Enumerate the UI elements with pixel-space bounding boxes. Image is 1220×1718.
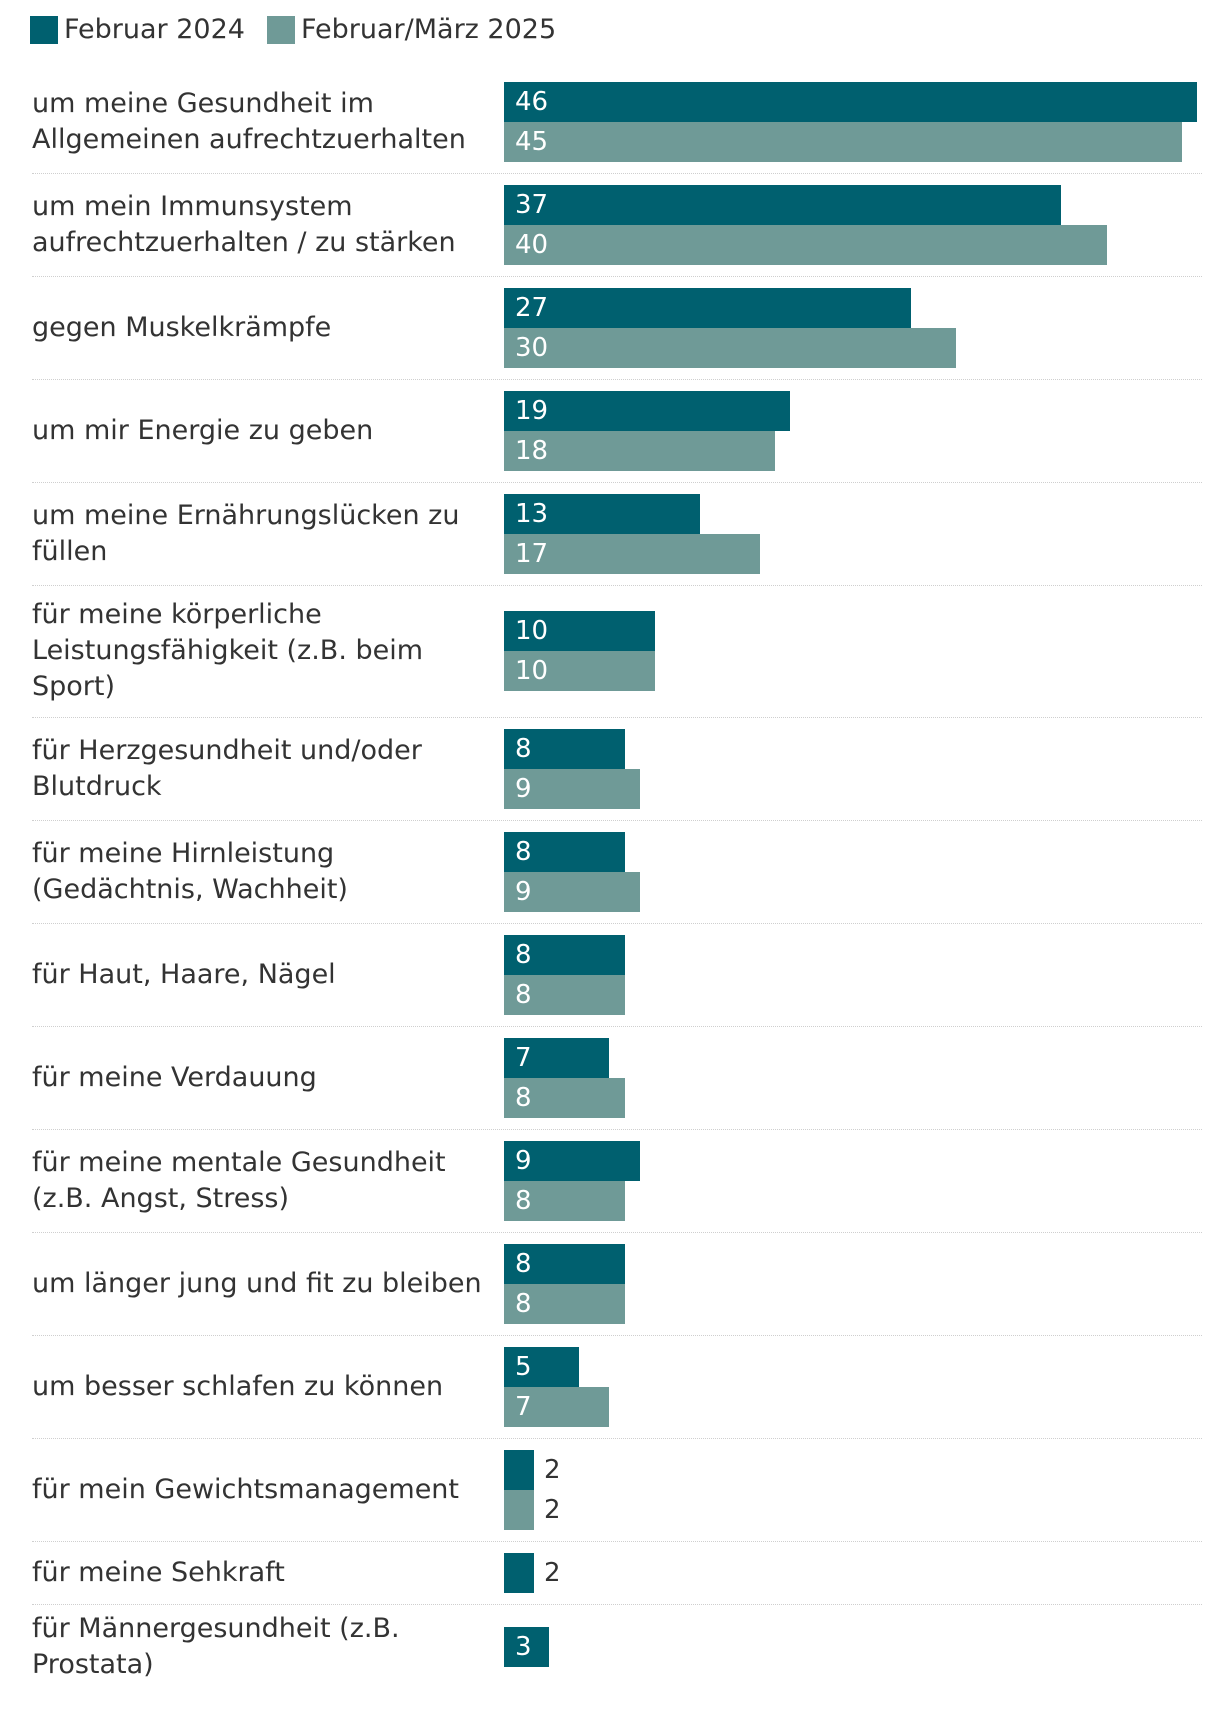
data-label: 13: [515, 498, 549, 529]
bar-2025: [504, 1283, 625, 1324]
bar-2025: [504, 871, 640, 912]
data-label: 40: [515, 229, 549, 260]
category-label: um besser schlafen zu können: [32, 1370, 444, 1402]
row-separator: [32, 820, 1202, 821]
bar-2024: [504, 287, 911, 328]
data-label: 17: [515, 538, 549, 569]
bar-2024: [504, 1552, 534, 1593]
category-label: für meine Hirnleistung (Gedächtnis, Wach…: [32, 837, 348, 905]
category-label: für Herzgesundheit und/oder Blutdruck: [32, 734, 422, 802]
bar-2024: [504, 934, 625, 975]
row-separator: [32, 173, 1202, 174]
bar-2024: [504, 81, 1197, 122]
data-label: 19: [515, 395, 549, 426]
row-separator: [32, 717, 1202, 718]
category-label: für meine Verdauung: [32, 1061, 317, 1093]
row-separator: [32, 1541, 1202, 1542]
category-label: für Haut, Haare, Nägel: [32, 958, 336, 990]
bar-2025: [504, 533, 760, 574]
category-label: um länger jung und fit zu bleiben: [32, 1267, 482, 1299]
data-label: 45: [515, 126, 549, 157]
data-label: 46: [515, 86, 549, 117]
data-label: 30: [515, 332, 549, 363]
bar-2024: [504, 1627, 549, 1667]
bar-2025: [504, 327, 956, 368]
category-label: für Männergesundheit (z.B. Prostata): [32, 1613, 400, 1680]
bar-2025: [504, 121, 1182, 162]
bar-2025: [504, 1077, 625, 1118]
data-label: 10: [515, 616, 549, 646]
row-separator: [32, 482, 1202, 483]
data-label: 37: [515, 189, 549, 220]
data-label: 8: [515, 979, 532, 1010]
row-separator: [32, 1129, 1202, 1130]
bar-2025: [504, 1489, 534, 1530]
bar-2025: [504, 651, 655, 691]
bar-2025: [504, 224, 1107, 265]
category-label: für mein Gewichtsmanagement: [32, 1473, 460, 1505]
row-separator: [32, 1335, 1202, 1336]
row-separator: [32, 1232, 1202, 1233]
data-label: 8: [515, 836, 532, 867]
row-separator: [32, 1438, 1202, 1439]
bar-2024: [504, 390, 790, 431]
category-label: gegen Muskelkrämpfe: [32, 311, 332, 343]
data-label: 7: [515, 1042, 532, 1073]
data-label: 2: [544, 1494, 561, 1525]
data-label: 2: [544, 1557, 561, 1588]
category-label: um mir Energie zu geben: [32, 414, 374, 446]
bar-2025: [504, 1180, 625, 1221]
legend-swatch-2025: [266, 15, 295, 44]
data-label: 9: [515, 1145, 532, 1176]
data-label: 8: [515, 1082, 532, 1113]
row-separator: [32, 585, 1202, 586]
bar-2024: [504, 1037, 609, 1078]
bar-2024: [504, 1243, 625, 1284]
legend-label-2024: Februar 2024: [64, 14, 245, 45]
data-label: 3: [515, 1632, 532, 1662]
category-label: um mein Immunsystem aufrechtzuerhalten /…: [32, 190, 456, 258]
row-separator: [32, 923, 1202, 924]
data-label: 8: [515, 1288, 532, 1319]
legend-item-2025: Februar/März 2025: [266, 14, 557, 45]
data-label: 8: [515, 1248, 532, 1279]
row-separator: [32, 276, 1202, 277]
data-label: 27: [515, 292, 549, 323]
bar-2024: [504, 1346, 579, 1387]
data-label: 8: [515, 733, 532, 764]
data-label: 8: [515, 939, 532, 970]
bar-2024: [504, 1140, 640, 1181]
data-label: 2: [544, 1454, 561, 1485]
legend-item-2024: Februar 2024: [30, 14, 245, 45]
row-separator: [32, 379, 1202, 380]
category-label: um meine Gesundheit im Allgemeinen aufre…: [32, 87, 466, 155]
row-separator: [32, 1026, 1202, 1027]
bar-2024: [504, 184, 1061, 225]
bar-2024: [504, 728, 625, 769]
category-label: um meine Ernährungslücken zu füllen: [32, 499, 460, 567]
bar-2025: [504, 768, 640, 809]
data-label: 5: [515, 1351, 532, 1382]
category-label: für meine körperliche Leistungsfähigkeit…: [32, 599, 424, 702]
bar-2024: [504, 831, 625, 872]
data-label: 9: [515, 773, 532, 804]
bar-2025: [504, 430, 775, 471]
data-label: 9: [515, 876, 532, 907]
category-label: für meine Sehkraft: [32, 1556, 285, 1588]
data-label: 18: [515, 435, 549, 466]
data-label: 8: [515, 1185, 532, 1216]
data-label: 10: [515, 656, 549, 686]
bar-2024: [504, 611, 655, 651]
category-label: für meine mentale Gesundheit (z.B. Angst…: [32, 1146, 446, 1214]
legend-label-2025: Februar/März 2025: [300, 14, 557, 45]
data-label: 7: [515, 1391, 532, 1422]
legend-swatch-2024: [30, 15, 58, 44]
bar-2024: [504, 1449, 534, 1490]
row-separator: [32, 1604, 1202, 1605]
bar-2025: [504, 974, 625, 1015]
legend: Februar 2024 Februar/März 2025: [30, 14, 578, 45]
bar-2024: [504, 493, 700, 534]
bar-2025: [504, 1386, 609, 1427]
